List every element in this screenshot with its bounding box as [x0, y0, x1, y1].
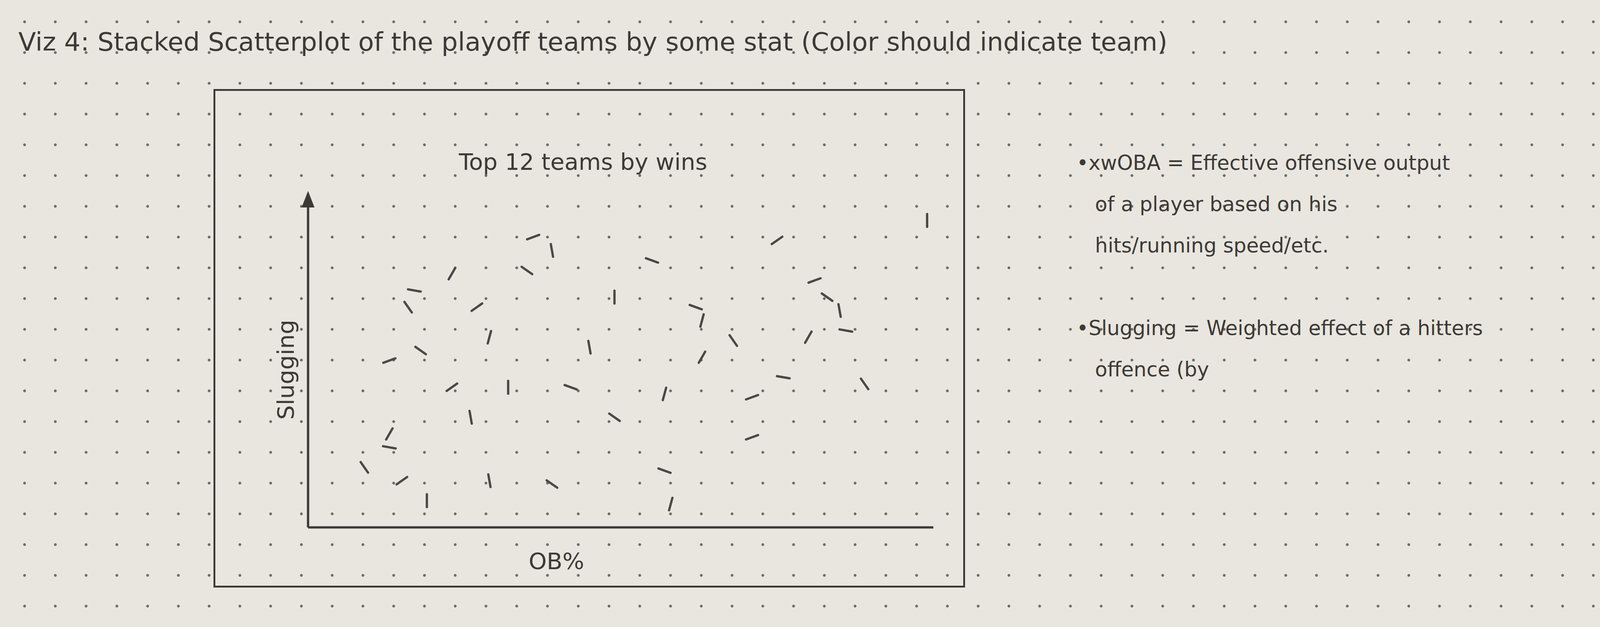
point: [469, 410, 472, 424]
point: [382, 446, 396, 449]
point: [408, 289, 422, 292]
point: [662, 387, 667, 401]
point: [404, 302, 412, 313]
point: [689, 304, 702, 310]
point: [729, 335, 737, 346]
chart-title: Top 12 teams by wins: [458, 148, 708, 176]
point: [821, 293, 833, 301]
point: [860, 378, 869, 390]
chart-frame: [214, 89, 965, 587]
point: [776, 376, 790, 379]
heading: Viz 4: Stacked Scatterplot of the playof…: [18, 26, 1168, 57]
note-line: hits/running speed/etc.: [1094, 233, 1329, 258]
point: [564, 385, 577, 390]
point: [746, 435, 758, 440]
point: [926, 213, 929, 227]
point: [415, 347, 427, 355]
point: [488, 474, 491, 488]
point: [487, 331, 491, 344]
note-line: •xwOBA = Effective offensive output: [1076, 151, 1450, 175]
point: [609, 413, 620, 422]
point: [550, 244, 554, 258]
point: [383, 358, 396, 364]
note-line: of a player based on his: [1094, 192, 1338, 216]
point: [658, 468, 671, 474]
point: [805, 331, 812, 343]
point: [613, 290, 616, 304]
point: [506, 381, 510, 394]
point: [839, 329, 853, 332]
point: [446, 383, 458, 392]
point: [771, 236, 783, 245]
point: [527, 235, 539, 240]
x-axis: [308, 526, 934, 529]
y-axis: [307, 193, 310, 528]
point: [425, 494, 428, 508]
point: [546, 480, 558, 488]
point: [698, 351, 706, 363]
point: [386, 428, 393, 440]
note-line: •Slugging = Weighted effect of a hitters: [1076, 316, 1483, 340]
point: [838, 304, 841, 318]
point: [808, 278, 821, 283]
note-line: offence (by: [1094, 357, 1210, 382]
point: [521, 266, 533, 275]
point: [746, 395, 758, 400]
y-axis-label: Slugging: [272, 319, 300, 420]
point: [360, 462, 369, 473]
x-axis-label: OB%: [528, 548, 584, 575]
point: [448, 268, 455, 280]
point: [588, 341, 591, 354]
y-axis-arrow: [301, 190, 315, 208]
point: [471, 303, 483, 311]
point: [396, 477, 408, 485]
point: [645, 258, 658, 264]
page: Viz 4: Stacked Scatterplot of the playof…: [0, 0, 1600, 627]
point: [668, 498, 673, 511]
marks: [360, 213, 928, 511]
point: [700, 314, 704, 327]
